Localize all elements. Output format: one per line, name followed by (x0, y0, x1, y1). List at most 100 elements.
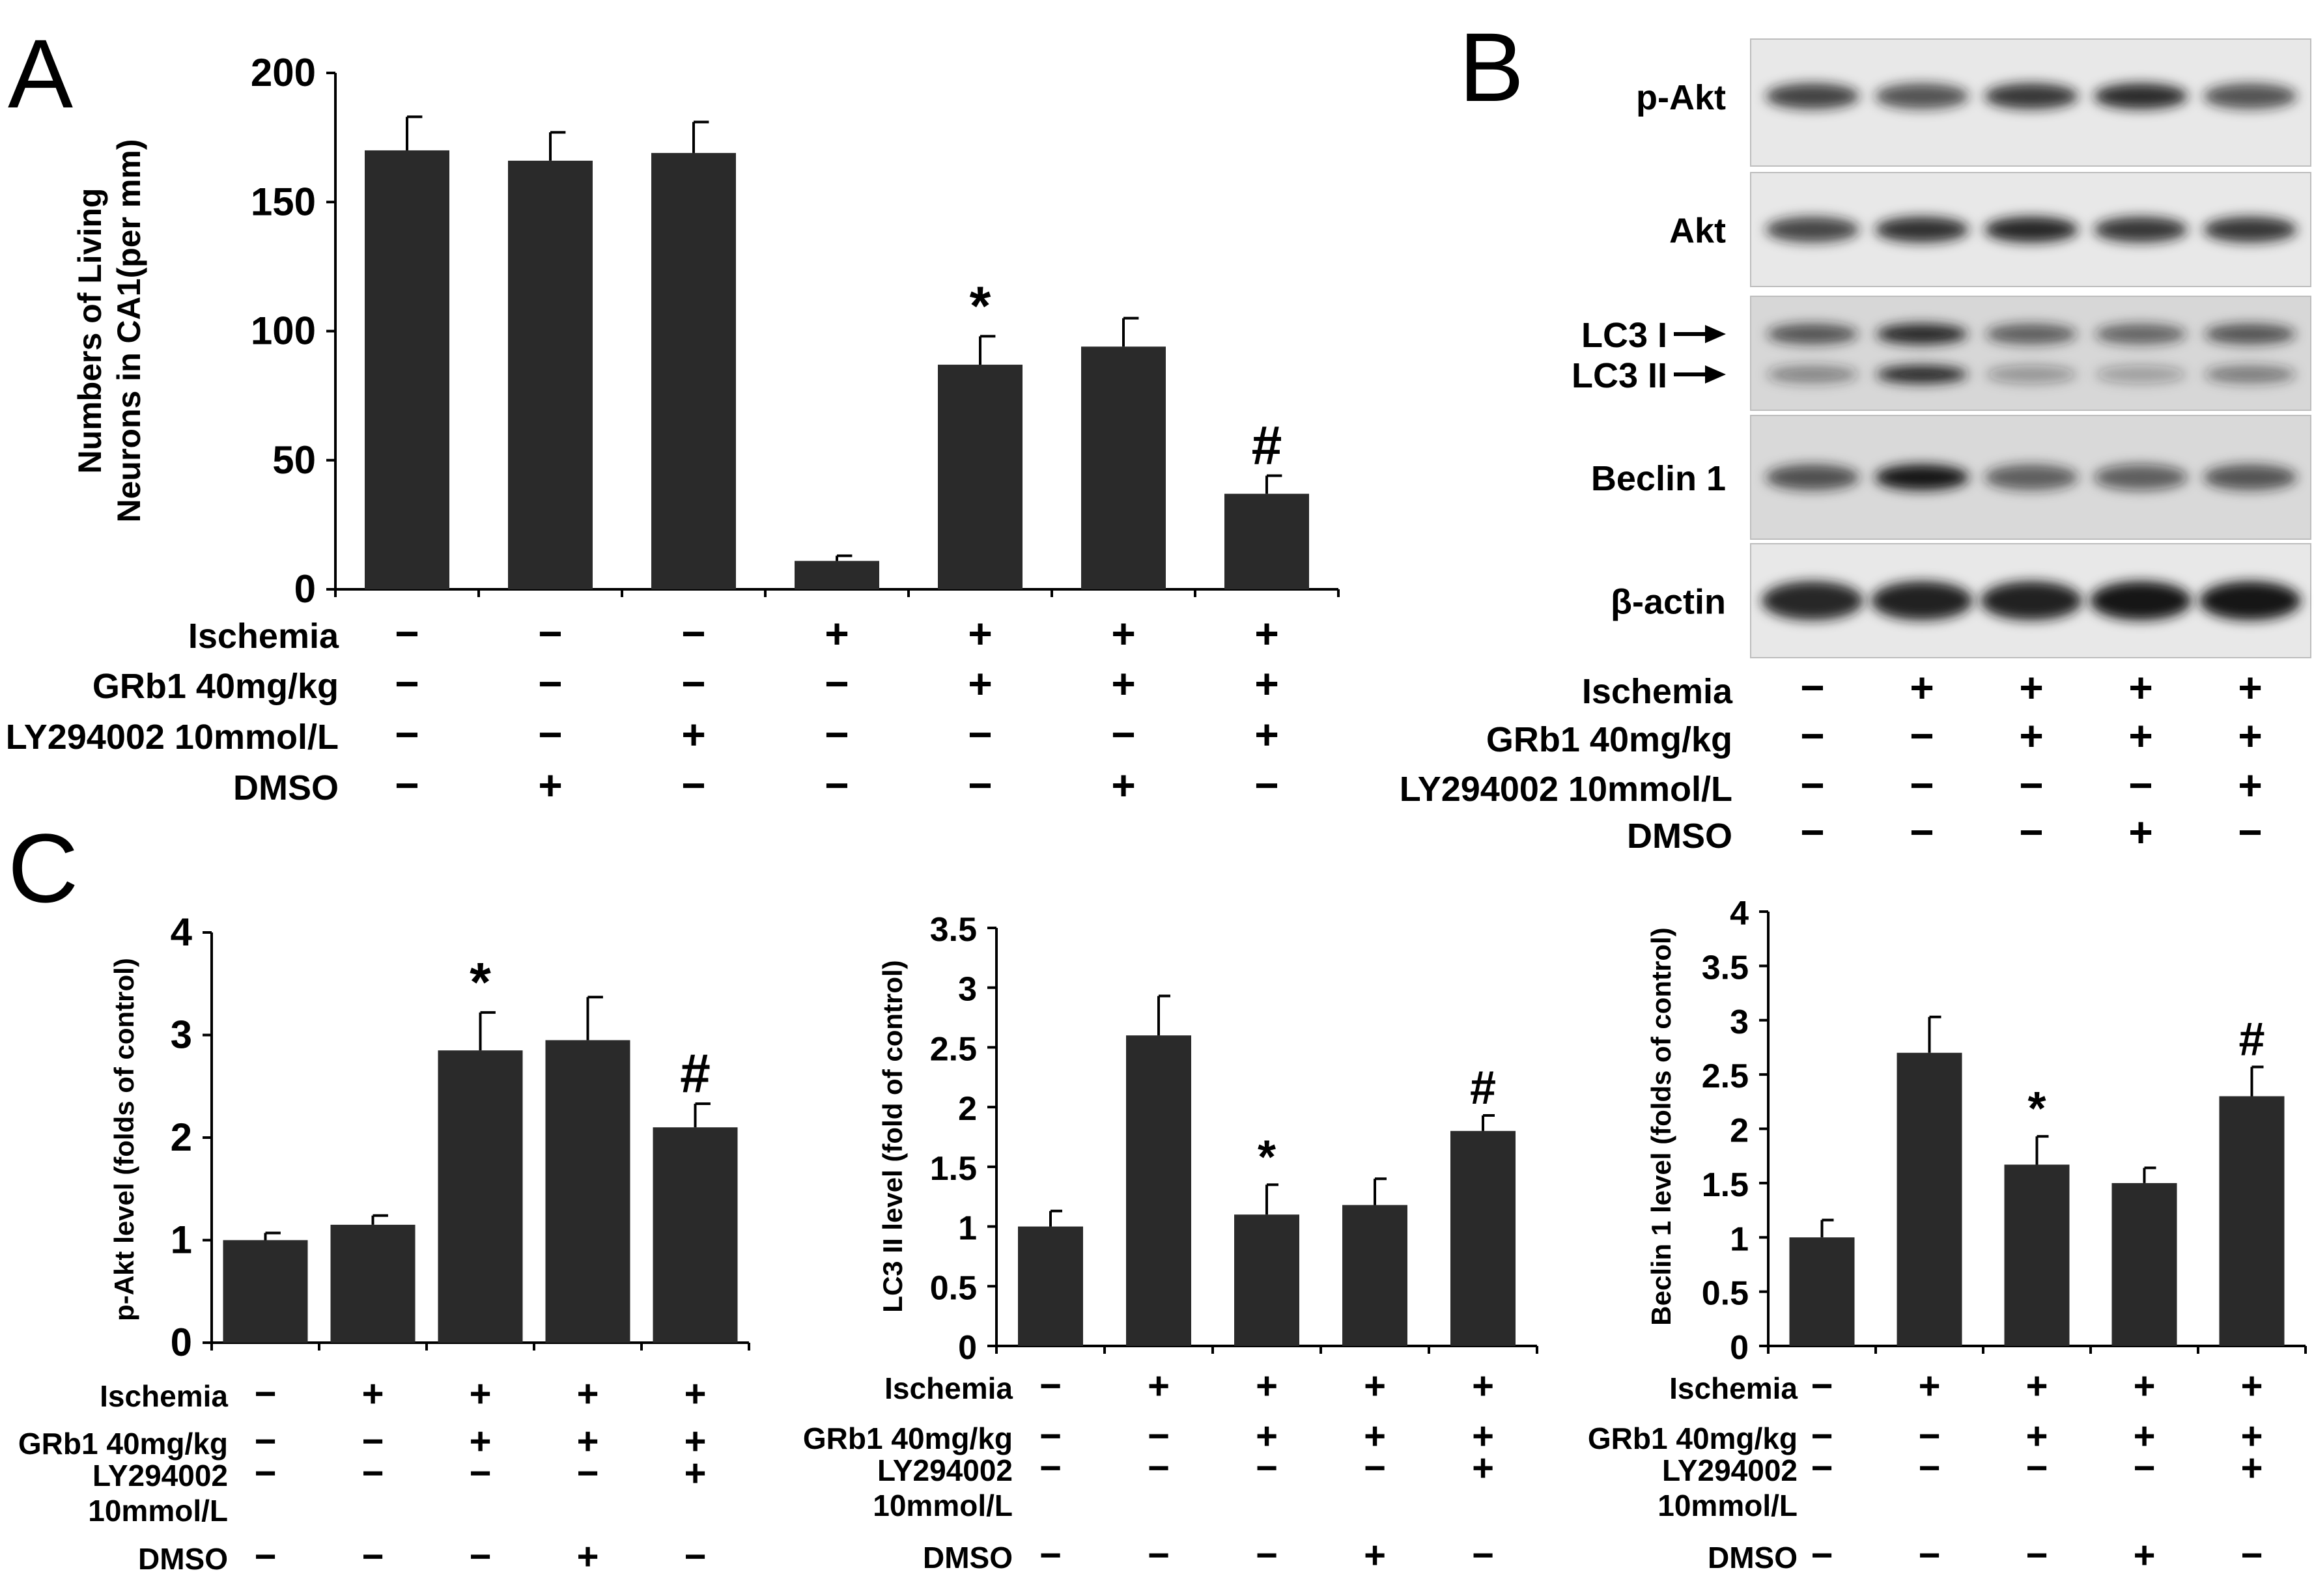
condition-label: LY294002 10mmol/L (6, 718, 339, 757)
condition-symbol: − (1111, 711, 1135, 758)
condition-symbol: + (2241, 1415, 2263, 1457)
condition-symbol: − (681, 610, 705, 657)
blot-band (1986, 324, 2077, 344)
condition-symbol: − (1800, 664, 1824, 711)
condition-label: LY294002 10mmol/L (1400, 770, 1732, 809)
bar (545, 1040, 630, 1343)
significance-marker: * (1258, 1131, 1276, 1183)
significance-marker: * (2027, 1083, 2046, 1135)
condition-symbol: − (1800, 762, 1824, 809)
bar-chart-p-akt: 0 1 2 3 4 p-Akt level (folds of control) * # Isc… (18, 910, 750, 1578)
condition-symbol: + (684, 1373, 707, 1415)
y-tick-label: 3 (171, 1013, 192, 1057)
condition-symbol: − (968, 762, 992, 809)
condition-symbol: + (825, 610, 849, 657)
condition-symbol: − (825, 660, 849, 707)
condition-symbol: + (1111, 660, 1135, 707)
bar (1126, 1035, 1191, 1346)
blot-band (1871, 581, 1973, 621)
bar (2111, 1183, 2177, 1346)
condition-symbol: + (577, 1535, 599, 1578)
blot-band (1766, 83, 1859, 109)
condition-symbol: − (681, 762, 705, 809)
blot-band (1984, 464, 2078, 490)
condition-symbol: + (1910, 664, 1934, 711)
condition-symbol: − (2026, 1447, 2048, 1489)
condition-symbol: + (2026, 1415, 2048, 1457)
condition-symbol: + (1472, 1447, 1494, 1489)
blot-band (1984, 216, 2078, 243)
y-tick-label: 1 (171, 1218, 192, 1262)
y-tick-label: 1 (958, 1210, 977, 1248)
condition-symbol: − (255, 1420, 277, 1463)
blot-band (1875, 83, 1969, 109)
significance-marker: # (2238, 1013, 2265, 1065)
condition-symbol: − (395, 762, 419, 809)
condition-symbol: − (538, 711, 562, 758)
condition-symbol: − (1256, 1447, 1278, 1489)
condition-symbol: + (2238, 762, 2262, 809)
condition-symbol: − (1811, 1447, 1833, 1489)
y-tick-label: 1 (1730, 1220, 1749, 1258)
condition-symbol: − (395, 610, 419, 657)
blot-band (2203, 464, 2297, 490)
bar (1018, 1226, 1083, 1346)
condition-symbol: + (1472, 1415, 1494, 1457)
y-tick-label: 1.5 (930, 1150, 977, 1188)
condition-symbol: + (681, 711, 705, 758)
bar (438, 1050, 523, 1343)
condition-symbol: + (1111, 762, 1135, 809)
blot-band (2094, 464, 2188, 490)
condition-symbol: + (1919, 1365, 1941, 1407)
condition-symbol: + (2128, 712, 2152, 759)
y-tick-label: 50 (272, 438, 316, 482)
y-tick-label: 0.5 (1702, 1275, 1749, 1313)
bar (651, 152, 736, 590)
condition-symbol: − (2134, 1447, 2156, 1489)
blot-band (2205, 365, 2296, 384)
condition-symbol: + (1254, 711, 1278, 758)
blot-band (1986, 365, 2077, 384)
condition-symbol: − (2241, 1534, 2263, 1576)
bar (795, 561, 879, 589)
condition-symbol: + (2241, 1447, 2263, 1489)
blot-band (2095, 324, 2186, 344)
significance-marker: * (970, 275, 991, 336)
blot-band (2203, 83, 2297, 109)
blot-label: β-actin (1611, 583, 1726, 622)
condition-symbol: − (1039, 1534, 1062, 1576)
condition-label: GRb1 40mg/kg (92, 667, 339, 706)
condition-label: LY294002 (92, 1459, 228, 1492)
blot-band (1767, 365, 1858, 384)
condition-symbol: − (470, 1452, 492, 1494)
y-tick-label: 0 (294, 567, 316, 611)
condition-symbol: − (1148, 1447, 1170, 1489)
panel-letter-b: B (1459, 12, 1524, 122)
blot-label: Beclin 1 (1591, 459, 1726, 498)
blot-band (1875, 464, 1969, 490)
condition-label: DMSO (923, 1541, 1013, 1575)
condition-symbol: − (1254, 762, 1278, 809)
condition-label: 10mmol/L (88, 1494, 228, 1528)
condition-symbol: − (395, 711, 419, 758)
condition-symbol: + (2019, 712, 2043, 759)
y-tick-label: 3.5 (930, 911, 977, 949)
blot-band (1875, 216, 1969, 243)
y-tick-label: 2 (958, 1090, 977, 1128)
significance-marker: # (1470, 1062, 1496, 1114)
panel-letter-c: C (8, 813, 78, 923)
condition-symbol: + (2134, 1365, 2156, 1407)
blot-band (2199, 581, 2301, 621)
condition-label: Ischemia (188, 617, 339, 656)
blot-band (1981, 581, 2082, 621)
y-tick-label: 2.5 (930, 1030, 977, 1068)
condition-symbol: + (2019, 664, 2043, 711)
blot-band (1767, 324, 1858, 344)
band-arrow-head (1705, 325, 1726, 343)
condition-symbol: − (1919, 1534, 1941, 1576)
y-tick-label: 2 (1730, 1112, 1749, 1150)
condition-symbol: + (577, 1420, 599, 1463)
bar (1450, 1130, 1516, 1346)
condition-label: GRb1 40mg/kg (803, 1421, 1013, 1455)
y-tick-label: 0 (171, 1321, 192, 1364)
